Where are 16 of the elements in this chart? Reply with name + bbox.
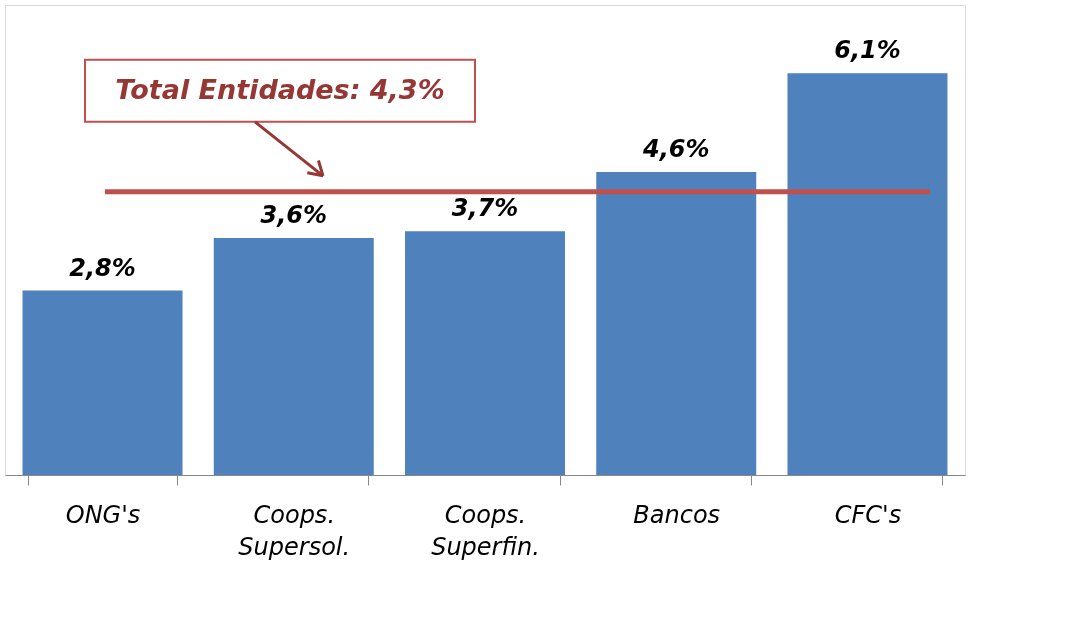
annotation: Total Entidades: 4,3% xyxy=(115,73,445,105)
data-label: 3,7% xyxy=(451,194,519,223)
data-label: 6,1% xyxy=(834,36,901,65)
bar xyxy=(787,73,948,475)
bar xyxy=(213,237,374,475)
data-label: 3,6% xyxy=(260,200,328,229)
bar xyxy=(22,290,183,475)
bar xyxy=(405,231,565,475)
x-tick-label: Coops. Supersol. xyxy=(238,500,351,561)
bar xyxy=(596,172,757,475)
x-tick-label: ONG's xyxy=(65,500,141,529)
x-tick-label: CFC's xyxy=(834,500,902,529)
data-label: 4,6% xyxy=(641,135,710,164)
data-label: 2,8% xyxy=(69,253,136,282)
x-tick-label: Coops. Superfin. xyxy=(431,500,540,561)
x-tick-label: Bancos xyxy=(633,500,721,529)
